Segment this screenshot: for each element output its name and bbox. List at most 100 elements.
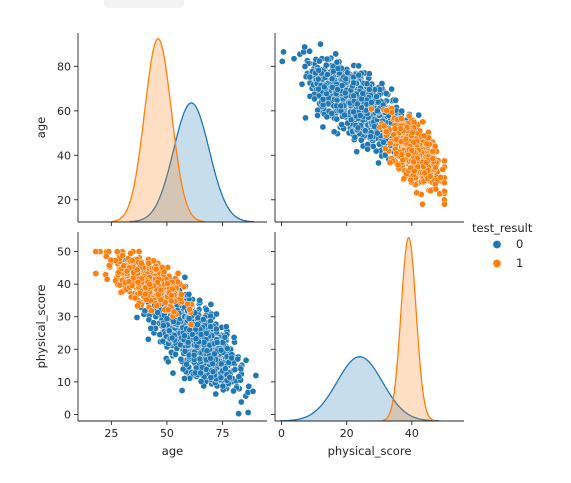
- scatter-point-0: [217, 374, 225, 382]
- scatter-point-0: [185, 290, 193, 298]
- scatter-point-0: [328, 75, 336, 83]
- scatter-point-1: [398, 151, 406, 158]
- scatter-point-0: [181, 375, 188, 382]
- scatter-point-0: [245, 383, 253, 390]
- y-tick-label: 30: [57, 311, 71, 324]
- scatter-point-1: [174, 269, 182, 277]
- scatter-point-0: [199, 316, 207, 323]
- scatter-point-1: [157, 286, 165, 294]
- scatter-point-1: [138, 259, 145, 267]
- scatter-point-1: [127, 249, 134, 257]
- scatter-point-0: [333, 115, 341, 123]
- y-tick-label: 40: [57, 149, 71, 162]
- scatter-point-0: [355, 62, 362, 70]
- scatter-point-0: [370, 123, 378, 130]
- scatter-point-0: [319, 95, 327, 103]
- scatter-point-0: [197, 378, 205, 385]
- scatter-point-0: [323, 71, 331, 78]
- scatter-point-1: [92, 270, 100, 277]
- scatter-point-0: [172, 350, 179, 358]
- scatter-point-1: [441, 179, 448, 187]
- scatter-point-0: [154, 309, 162, 316]
- y-tick-label: 40: [57, 278, 71, 291]
- scatter-point-0: [223, 345, 231, 352]
- x-tick-label: 40: [405, 427, 419, 440]
- scatter-point-0: [330, 128, 338, 136]
- scatter-point-0: [235, 410, 242, 418]
- scatter-point-1: [165, 306, 172, 314]
- scatter-point-0: [332, 50, 340, 58]
- scatter-point-1: [153, 302, 161, 310]
- scatter-point-0: [211, 350, 218, 358]
- scatter-point-0: [337, 102, 345, 110]
- scatter-point-0: [230, 387, 237, 395]
- scatter-point-0: [338, 82, 346, 89]
- scatter-point-0: [252, 372, 260, 379]
- scatter-point-0: [219, 382, 227, 390]
- x-tick-label: 50: [160, 427, 174, 440]
- scatter-point-0: [237, 398, 245, 406]
- scatter-point-1: [103, 275, 111, 283]
- scatter-point-1: [413, 189, 421, 197]
- scatter-point-0: [298, 80, 306, 88]
- y-axis-label: age: [34, 117, 48, 138]
- scatter-point-0: [301, 63, 309, 70]
- scatter-point-1: [386, 139, 394, 147]
- scatter-point-1: [419, 118, 427, 126]
- scatter-point-1: [102, 253, 110, 260]
- scatter-point-0: [169, 369, 177, 377]
- scatter-point-1: [148, 307, 155, 315]
- y-tick-label: 20: [57, 343, 71, 356]
- scatter-point-0: [183, 360, 190, 368]
- scatter-point-0: [222, 323, 230, 331]
- scatter-point-1: [134, 302, 141, 310]
- scatter-point-1: [382, 128, 390, 135]
- scatter-point-0: [367, 133, 374, 140]
- scatter-point-0: [317, 40, 324, 48]
- scatter-point-1: [441, 200, 448, 208]
- scatter-point-0: [159, 337, 167, 345]
- scatter-point-0: [353, 100, 361, 108]
- x-axis-label: physical_score: [328, 444, 412, 458]
- scatter-point-0: [350, 108, 357, 116]
- scatter-point-0: [181, 273, 189, 281]
- legend-marker-0: [492, 240, 502, 250]
- scatter-point-0: [207, 355, 214, 362]
- scatter-point-0: [342, 75, 350, 83]
- scatter-point-0: [306, 47, 313, 55]
- scatter-point-0: [302, 114, 309, 122]
- scatter-point-0: [231, 366, 239, 374]
- scatter-point-0: [353, 148, 361, 156]
- scatter-point-0: [156, 331, 164, 339]
- scatter-point-0: [209, 368, 217, 376]
- scatter-point-1: [394, 161, 402, 169]
- scatter-point-1: [432, 164, 439, 171]
- scatter-point-1: [143, 296, 150, 303]
- scatter-point-1: [163, 280, 171, 287]
- scatter-point-1: [398, 115, 405, 122]
- y-tick-label: 0: [64, 408, 71, 421]
- scatter-point-0: [355, 71, 363, 79]
- scatter-point-0: [319, 123, 327, 131]
- scatter-point-1: [429, 147, 437, 155]
- scatter-point-0: [334, 65, 342, 72]
- scatter-point-0: [207, 301, 215, 308]
- scatter-point-0: [315, 85, 322, 93]
- scatter-point-1: [187, 321, 195, 329]
- scatter-point-1: [123, 267, 131, 275]
- scatter-point-1: [142, 290, 149, 298]
- scatter-point-1: [178, 291, 185, 298]
- legend-marker-1: [492, 258, 502, 268]
- scatter-point-1: [129, 257, 136, 264]
- scatter-point-0: [203, 306, 210, 314]
- scatter-point-0: [242, 356, 250, 364]
- scatter-point-0: [344, 69, 351, 77]
- scatter-point-1: [429, 155, 437, 162]
- scatter-point-1: [386, 159, 394, 166]
- scatter-point-0: [350, 79, 357, 87]
- scatter-point-0: [244, 409, 252, 416]
- scatter-point-0: [177, 355, 185, 363]
- scatter-point-0: [322, 61, 330, 69]
- scatter-point-1: [421, 169, 429, 177]
